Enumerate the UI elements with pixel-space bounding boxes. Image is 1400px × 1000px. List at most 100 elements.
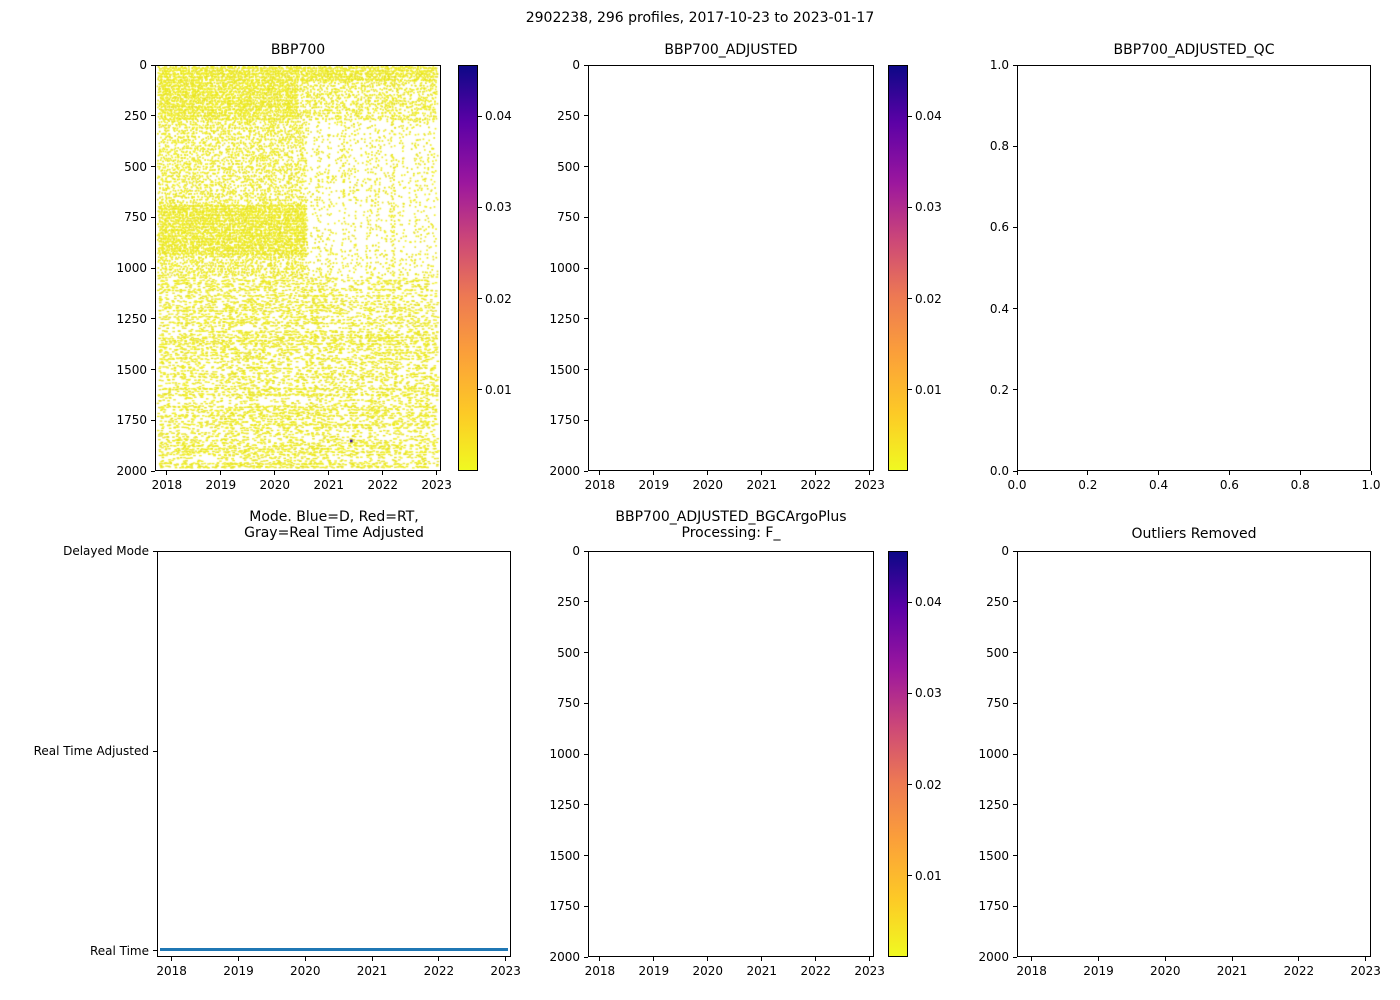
outliers-removed-x-tick [1097,957,1099,961]
bbp700-adjusted-bgcargoplus-y-tick-label: 500 [557,645,580,660]
bbp700-adjusted-bgcargoplus-y-tick-label: 2000 [549,950,580,964]
outliers-removed-title-line: Outliers Removed [1131,526,1257,542]
bbp700-adjusted-y-tick-label: 1000 [549,261,580,275]
bbp700-y-tick-label: 1750 [116,413,147,428]
bbp700-adjusted-y-tick-label: 0 [572,58,580,72]
bbp700-adjusted-bgcargoplus-x-tick [869,957,871,961]
bbp700-adjusted-colorbar-tick [908,389,912,391]
bbp700-adjusted-y-tick-label: 2000 [549,464,580,478]
bbp700-adjusted-y-tick [584,267,588,269]
bbp700-adjusted-qc-title-line: BBP700_ADJUSTED_QC [1113,42,1275,58]
outliers-removed-x-tick-label: 2018 [1016,964,1047,978]
bbp700-colorbar-tick-label: 0.04 [485,109,512,124]
bbp700-colorbar-tick [478,206,482,208]
bbp700-colorbar-tick-label: 0.03 [485,200,512,215]
bbp700-adjusted-y-tick-label: 1250 [549,311,580,326]
outliers-removed-y-tick-label: 2000 [978,950,1009,964]
bbp700-adjusted-y-tick-label: 1750 [549,413,580,428]
bbp700-adjusted-qc-x-tick [1158,471,1160,475]
outliers-removed-x-tick-label: 2022 [1283,964,1315,978]
bbp700-adjusted-bgcargoplus-colorbar [888,551,908,957]
bbp700-colorbar-tick-label: 0.02 [485,291,512,306]
outliers-removed-y-tick [1013,855,1017,856]
mode-title-line: Mode. Blue=D, Red=RT, [249,509,419,525]
bbp700-adjusted-qc-title: BBP700_ADJUSTED_QC [977,42,1400,58]
bbp700-adjusted-y-tick [584,64,588,66]
mode-title-line: Gray=Real Time Adjusted [244,525,424,541]
bbp700-y-tick-label: 1500 [116,362,147,377]
bbp700-adjusted-x-tick-label: 2023 [854,478,885,492]
bbp700-y-tick [151,216,155,218]
bbp700-adjusted-colorbar-tick [908,206,912,208]
outliers-removed-y-tick-label: 1500 [978,848,1009,863]
bbp700-adjusted-x-tick [599,471,601,475]
bbp700-adjusted-colorbar-tick-label: 0.03 [915,200,942,215]
bbp700-adjusted-y-tick-label: 500 [557,159,580,174]
bbp700-adjusted-qc-x-tick-label: 0.2 [1078,478,1098,492]
bbp700-y-tick [151,369,155,370]
bbp700-adjusted-qc-y-tick-label: 0.4 [989,301,1009,316]
bbp700-adjusted-qc-x-tick-label: 0.8 [1290,478,1310,492]
outliers-removed-y-tick-label: 0 [1001,544,1009,558]
bbp700-y-tick-label: 2000 [116,464,147,478]
figure-suptitle: 2902238, 296 profiles, 2017-10-23 to 202… [525,10,875,26]
outliers-removed-x-tick-label: 2019 [1083,964,1114,978]
bbp700-adjusted-plot-area [588,65,874,471]
outliers-removed-y-tick [1013,702,1017,704]
bbp700-y-tick [151,419,155,421]
bbp700-adjusted-bgcargoplus-y-tick-label: 1750 [549,899,580,914]
bbp700-adjusted-x-tick-label: 2020 [692,478,724,492]
bbp700-scatter-canvas [156,66,440,470]
mode-x-tick [438,957,440,961]
bbp700-adjusted-bgcargoplus-y-tick-label: 1250 [549,797,580,812]
bbp700-x-tick [382,471,384,475]
bbp700-adjusted-bgcargoplus-colorbar-tick-label: 0.03 [915,686,942,701]
bbp700-x-tick-label: 2018 [151,478,183,492]
mode-x-tick [505,957,507,961]
bbp700-colorbar [458,65,478,471]
bbp700-adjusted-x-tick [815,471,817,475]
bbp700-y-tick-label: 1250 [116,311,147,326]
bbp700-y-tick [151,470,155,472]
bbp700-adjusted-y-tick [584,166,588,167]
bbp700-adjusted-qc-x-tick-label: 0.6 [1219,478,1239,492]
bbp700-x-tick [166,471,168,475]
mode-x-tick [171,957,173,961]
mode-x-tick-label: 2020 [289,964,321,978]
bbp700-adjusted-bgcargoplus-x-tick-label: 2018 [584,964,616,978]
bbp700-adjusted-qc-plot-area [1017,65,1371,471]
bbp700-adjusted-bgcargoplus-x-tick-label: 2023 [854,964,885,978]
outliers-removed-y-tick-label: 1000 [978,747,1009,761]
bbp700-adjusted-bgcargoplus-colorbar-tick-label: 0.01 [915,868,942,883]
bbp700-y-tick-label: 250 [124,108,147,123]
mode-plot-area [157,551,511,957]
outliers-removed-x-tick [1231,957,1233,961]
outliers-removed-x-tick-label: 2023 [1350,964,1381,978]
bbp700-adjusted-bgcargoplus-x-tick-label: 2020 [692,964,724,978]
bbp700-adjusted-bgcargoplus-colorbar-tick-label: 0.02 [915,777,942,792]
bbp700-adjusted-title: BBP700_ADJUSTED [548,42,914,58]
outliers-removed-x-tick-label: 2021 [1216,964,1248,978]
bbp700-adjusted-qc-y-tick [1013,308,1017,310]
bbp700-adjusted-bgcargoplus-title-line: BBP700_ADJUSTED_BGCArgoPlus [615,509,847,525]
bbp700-adjusted-qc-y-tick-label: 0.2 [989,382,1009,397]
bbp700-adjusted-bgcargoplus-y-tick-label: 1000 [549,747,580,761]
bbp700-x-tick-label: 2021 [313,478,345,492]
mode-x-tick [304,957,306,961]
mode-y-tick [153,550,157,552]
outliers-removed-y-tick-label: 1750 [978,899,1009,914]
bbp700-adjusted-x-tick [869,471,871,475]
bbp700-adjusted-bgcargoplus-y-tick-label: 1500 [549,848,580,863]
bbp700-adjusted-colorbar-tick [908,115,912,117]
bbp700-x-tick-label: 2019 [205,478,237,492]
outliers-removed-x-tick-label: 2020 [1149,964,1181,978]
bbp700-adjusted-qc-y-tick-label: 1.0 [989,58,1009,72]
bbp700-y-tick-label: 1000 [116,261,147,275]
bbp700-adjusted-qc-x-tick-label: 0.4 [1149,478,1169,492]
mode-y-tick-label: Delayed Mode [63,544,149,558]
mode-y-tick [153,750,157,752]
mode-y-tick [153,950,157,952]
outliers-removed-y-tick-label: 750 [986,696,1009,711]
bbp700-y-tick-label: 750 [124,210,147,225]
